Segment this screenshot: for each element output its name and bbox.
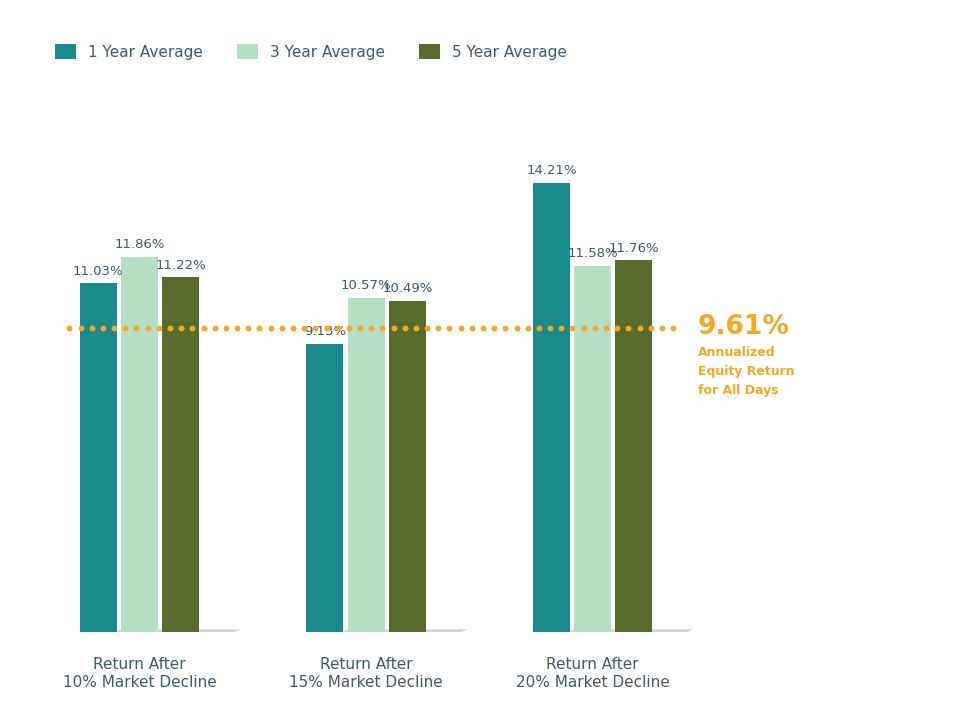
Point bbox=[632, 323, 647, 334]
Point bbox=[374, 323, 390, 334]
Point bbox=[554, 323, 569, 334]
Point bbox=[565, 323, 580, 334]
Text: 11.76%: 11.76% bbox=[608, 241, 659, 254]
Point bbox=[452, 323, 468, 334]
Point bbox=[576, 323, 592, 334]
Point bbox=[307, 323, 323, 334]
Point bbox=[106, 323, 122, 334]
Point bbox=[84, 323, 99, 334]
Text: 11.86%: 11.86% bbox=[114, 238, 165, 252]
Text: 11.58%: 11.58% bbox=[567, 247, 618, 260]
Point bbox=[129, 323, 144, 334]
Text: 10.57%: 10.57% bbox=[341, 279, 391, 292]
Point bbox=[139, 323, 155, 334]
Text: 9.61%: 9.61% bbox=[698, 314, 790, 340]
Point bbox=[397, 323, 412, 334]
Polygon shape bbox=[104, 630, 241, 638]
Point bbox=[241, 323, 256, 334]
Point bbox=[665, 323, 681, 334]
Bar bbox=[533, 182, 570, 632]
Point bbox=[352, 323, 368, 334]
Text: 11.22%: 11.22% bbox=[155, 259, 206, 272]
Point bbox=[497, 323, 513, 334]
Point bbox=[252, 323, 267, 334]
Point bbox=[409, 323, 424, 334]
Text: 10.49%: 10.49% bbox=[382, 282, 433, 295]
Point bbox=[229, 323, 245, 334]
Point bbox=[587, 323, 603, 334]
Polygon shape bbox=[558, 630, 693, 638]
Point bbox=[207, 323, 222, 334]
Point bbox=[487, 323, 502, 334]
Point bbox=[520, 323, 535, 334]
Point bbox=[442, 323, 457, 334]
Point bbox=[263, 323, 279, 334]
Bar bbox=[162, 278, 199, 632]
Point bbox=[386, 323, 402, 334]
Point bbox=[609, 323, 625, 334]
Point bbox=[431, 323, 447, 334]
Point bbox=[620, 323, 636, 334]
Point bbox=[151, 323, 167, 334]
Polygon shape bbox=[332, 630, 467, 638]
Point bbox=[96, 323, 111, 334]
Point bbox=[285, 323, 300, 334]
Point bbox=[184, 323, 200, 334]
Point bbox=[274, 323, 290, 334]
Point bbox=[341, 323, 357, 334]
Point bbox=[218, 323, 234, 334]
Point bbox=[364, 323, 379, 334]
Legend: 1 Year Average, 3 Year Average, 5 Year Average: 1 Year Average, 3 Year Average, 5 Year A… bbox=[49, 38, 573, 66]
Point bbox=[419, 323, 435, 334]
Bar bbox=[306, 344, 343, 632]
Point bbox=[509, 323, 525, 334]
Text: 11.03%: 11.03% bbox=[73, 265, 124, 278]
Point bbox=[643, 323, 658, 334]
Point bbox=[599, 323, 614, 334]
Point bbox=[73, 323, 89, 334]
Text: Annualized
Equity Return
for All Days: Annualized Equity Return for All Days bbox=[698, 346, 795, 397]
Point bbox=[174, 323, 189, 334]
Point bbox=[542, 323, 558, 334]
Bar bbox=[347, 298, 384, 632]
Point bbox=[475, 323, 490, 334]
Bar bbox=[80, 284, 117, 632]
Bar bbox=[574, 266, 611, 632]
Point bbox=[531, 323, 547, 334]
Point bbox=[330, 323, 345, 334]
Point bbox=[196, 323, 212, 334]
Bar bbox=[389, 300, 426, 632]
Bar bbox=[615, 260, 652, 632]
Text: 14.21%: 14.21% bbox=[526, 164, 577, 177]
Point bbox=[61, 323, 77, 334]
Point bbox=[162, 323, 177, 334]
Bar bbox=[121, 257, 158, 632]
Point bbox=[296, 323, 312, 334]
Point bbox=[117, 323, 133, 334]
Point bbox=[319, 323, 334, 334]
Text: 9.13%: 9.13% bbox=[304, 325, 346, 338]
Point bbox=[464, 323, 480, 334]
Point bbox=[654, 323, 670, 334]
